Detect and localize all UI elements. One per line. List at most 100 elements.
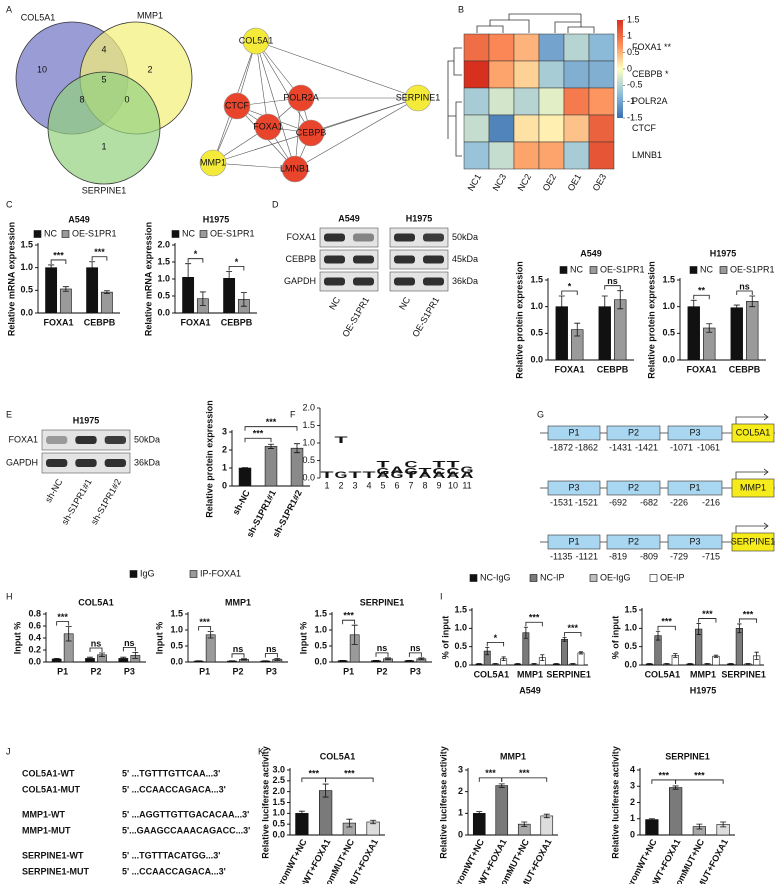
sequence-name: MMP1-WT [22,809,65,819]
chart-title: COL5A1 [320,751,356,761]
logo-letter: T [405,470,419,480]
blot-panel [389,271,449,292]
x-tick-label: 3 [352,480,357,490]
site-start: -1531 [550,497,573,507]
y-tick-label: 1.5 [170,608,183,618]
logo-letter: T [321,470,335,480]
bar [59,288,72,314]
y-axis-label: Input % [298,622,308,655]
blot-band [353,277,374,286]
significance-label: *** [694,770,705,780]
significance-label: ns [91,638,102,648]
network-node-label: CEBPB [296,127,327,137]
y-tick-label: 0.5 [624,641,637,651]
x-tick-label: FOXA1 [554,364,584,374]
site-end: -809 [640,551,658,561]
heatmap-cell [563,141,590,170]
x-tick-label: SERPINE1 [721,669,766,679]
error-bar [89,261,96,274]
y-tick-label: 1.5 [302,420,315,430]
x-tick-label: P3 [266,666,277,676]
logo-letter: A [447,470,461,480]
heatmap-col-label: NC2 [516,172,534,193]
heatmap-cell [563,114,590,143]
logo-letter: T [419,467,433,477]
legend-swatch [171,230,180,238]
y-tick-label: 1 [222,462,227,472]
heatmap-cell [463,87,490,116]
legend-label: NC [182,228,195,238]
blot-band [394,233,415,242]
colorbar-tick-label: 0 [627,63,632,73]
bar [645,819,659,836]
significance-label: *** [702,609,713,619]
bar [205,634,216,663]
x-tick-label: 1 [324,480,329,490]
blot-size-label: 50kDa [452,232,478,242]
blot-band [75,459,97,467]
significance-bracket [231,653,245,658]
error-bar [65,626,72,642]
significance-bracket [675,779,724,784]
sequence: 5' ...CCAACCAGACA...3' [122,866,226,876]
significance-bracket [561,290,578,295]
error-bar [706,323,713,333]
x-tick-label: COL5A1 [474,669,510,679]
y-tick-label: 0.0 [28,656,41,666]
binding-site [547,480,601,496]
bar [295,813,309,836]
error-bar [53,658,60,660]
y-axis-label: Input % [12,622,22,655]
bar [669,787,683,836]
error-bar [554,663,559,665]
y-tick-label: 1.5 [624,604,637,614]
venn-count: 4 [101,44,106,54]
error-bar [476,811,483,816]
bar [264,446,278,487]
y-axis-label: Relative luciferase activity [438,746,448,859]
blot-panel [389,227,449,248]
panel-label: A [6,4,12,14]
blot-panel [319,271,379,292]
legend-label: IP-FOXA1 [200,568,241,578]
network-node-label: LMNB1 [280,163,310,173]
y-tick-label: 1.0 [302,437,315,447]
legend-swatch [469,574,478,582]
heatmap-cell [463,60,490,89]
significance-label: ns [266,644,277,654]
y-axis-label: Input % [154,622,164,655]
y-tick-label: 0.0 [662,354,675,364]
venn-count: 8 [79,94,84,104]
logo-letter: C [447,467,461,477]
blot-band [324,255,345,264]
significance-label: * [568,281,572,291]
y-tick-label: 4 [630,764,635,774]
venn-set-label: MMP1 [137,10,163,20]
colorbar-tick-label: -1 [627,96,635,106]
heatmap-cell [488,60,515,89]
tss-arrow [735,522,769,533]
error-bar [745,663,751,665]
binding-site [667,480,723,496]
heatmap-cell [463,33,490,62]
significance-bracket [408,652,422,657]
error-bar [195,660,202,662]
heatmap-row-label: CEBPB * [632,69,669,79]
network-node [297,119,325,147]
significance-bracket [91,256,108,261]
x-tick-label: sh-NC [231,488,253,517]
venn-count: 5 [101,74,106,84]
y-tick-label: 0.0 [302,472,315,482]
network-node [281,155,309,183]
significance-label: *** [199,617,210,627]
y-tick-label: 0 [222,480,227,490]
y-tick-label: 0.0 [454,659,467,669]
y-tick-label: 2.0 [157,239,170,249]
y-tick-label: 0.5 [454,641,467,651]
x-tick-label: 8 [422,480,427,490]
blot-band [423,277,444,286]
sequence-name: SERPINE1-MUT [22,866,90,876]
heatmap-col-label: NC1 [466,172,484,193]
legend-label: NC [570,264,583,274]
